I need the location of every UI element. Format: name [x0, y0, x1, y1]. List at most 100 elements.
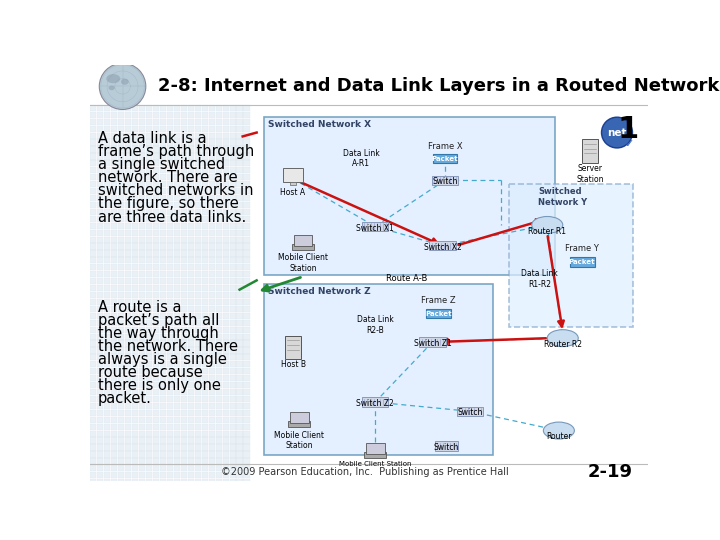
Bar	[222, 244, 229, 249]
Bar	[243, 167, 250, 173]
Bar	[111, 389, 117, 395]
Bar	[97, 320, 103, 326]
Bar	[160, 257, 166, 264]
Bar	[181, 396, 187, 402]
Bar	[215, 382, 222, 388]
Bar	[97, 354, 103, 361]
Bar	[215, 410, 222, 416]
Text: Packet: Packet	[569, 259, 595, 265]
Bar	[111, 465, 117, 471]
Bar	[215, 389, 222, 395]
Bar	[230, 285, 235, 291]
Bar	[181, 181, 187, 187]
Bar	[188, 292, 194, 298]
Bar	[236, 222, 243, 229]
Bar	[118, 209, 124, 215]
Bar	[222, 195, 229, 201]
Text: there is only one: there is only one	[98, 378, 220, 393]
Bar	[125, 215, 131, 222]
Bar	[160, 327, 166, 333]
Bar	[243, 334, 250, 340]
Bar	[194, 153, 201, 159]
Text: Mobile Client
Station: Mobile Client Station	[278, 253, 328, 273]
FancyBboxPatch shape	[264, 117, 555, 275]
Bar	[188, 423, 194, 430]
Bar	[104, 222, 110, 229]
Bar	[104, 423, 110, 430]
Bar	[167, 313, 173, 319]
Bar	[188, 181, 194, 187]
Bar	[174, 202, 180, 208]
Bar	[153, 222, 159, 229]
Bar	[243, 132, 250, 139]
Bar	[139, 410, 145, 416]
Bar	[160, 202, 166, 208]
Bar	[153, 181, 159, 187]
Bar	[160, 368, 166, 374]
Bar	[153, 119, 159, 125]
Bar	[111, 347, 117, 354]
Bar	[222, 479, 229, 485]
Bar	[153, 153, 159, 159]
Bar	[181, 368, 187, 374]
Bar	[145, 195, 152, 201]
Bar	[243, 465, 250, 471]
Bar	[222, 437, 229, 444]
Bar	[181, 327, 187, 333]
Bar	[145, 160, 152, 166]
Bar	[215, 403, 222, 409]
Bar	[97, 465, 103, 471]
Bar	[139, 195, 145, 201]
Bar	[111, 132, 117, 139]
Bar	[222, 340, 229, 347]
Circle shape	[99, 63, 145, 110]
Bar	[153, 444, 159, 450]
Bar	[194, 139, 201, 146]
Bar	[194, 112, 201, 118]
Bar	[139, 132, 145, 139]
Bar	[160, 361, 166, 367]
Bar	[167, 334, 173, 340]
Bar	[194, 174, 201, 180]
Bar	[118, 292, 124, 298]
Bar	[188, 354, 194, 361]
Bar	[97, 382, 103, 388]
Bar	[97, 299, 103, 305]
Bar	[132, 202, 138, 208]
Bar	[236, 264, 243, 271]
Bar	[104, 417, 110, 423]
Bar	[243, 146, 250, 153]
Bar	[104, 361, 110, 367]
Bar	[90, 444, 96, 450]
Bar	[145, 430, 152, 437]
Bar	[202, 181, 208, 187]
Ellipse shape	[532, 217, 563, 233]
Bar	[230, 237, 235, 242]
Bar	[139, 146, 145, 153]
Bar	[118, 306, 124, 312]
Bar	[167, 174, 173, 180]
Bar	[362, 222, 388, 231]
Bar	[104, 451, 110, 457]
Bar	[111, 188, 117, 194]
Bar	[202, 396, 208, 402]
Bar	[188, 340, 194, 347]
Bar	[132, 361, 138, 367]
Bar	[125, 389, 131, 395]
Bar	[132, 237, 138, 242]
Bar	[236, 188, 243, 194]
Bar	[174, 257, 180, 264]
Bar	[230, 444, 235, 450]
Bar	[174, 237, 180, 242]
Bar	[90, 285, 96, 291]
Bar	[194, 126, 201, 132]
Bar	[139, 251, 145, 256]
Bar	[236, 292, 243, 298]
Bar	[132, 132, 138, 139]
Bar	[230, 174, 235, 180]
Bar	[209, 320, 215, 326]
Bar	[202, 465, 208, 471]
Bar	[181, 112, 187, 118]
Bar	[202, 292, 208, 298]
Bar	[111, 153, 117, 159]
